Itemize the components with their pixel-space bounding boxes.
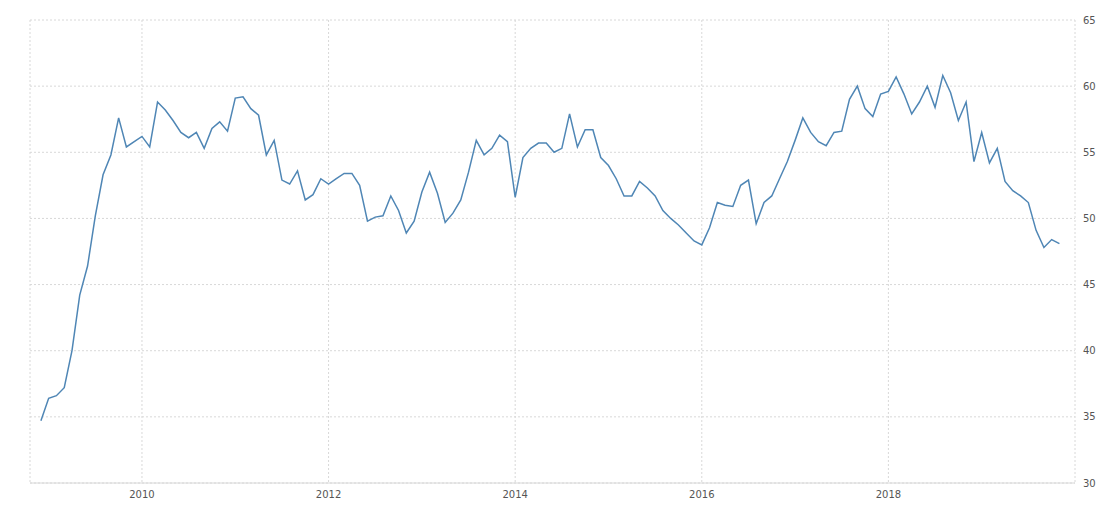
svg-text:2016: 2016 [689,489,714,500]
svg-text:60: 60 [1083,81,1096,92]
svg-text:65: 65 [1083,15,1096,26]
svg-text:2018: 2018 [876,489,901,500]
svg-text:30: 30 [1083,478,1096,489]
svg-text:2010: 2010 [129,489,154,500]
svg-text:40: 40 [1083,345,1096,356]
svg-text:2014: 2014 [502,489,527,500]
svg-text:45: 45 [1083,279,1096,290]
svg-text:35: 35 [1083,411,1096,422]
svg-text:55: 55 [1083,147,1096,158]
svg-text:2012: 2012 [316,489,341,500]
svg-text:50: 50 [1083,213,1096,224]
